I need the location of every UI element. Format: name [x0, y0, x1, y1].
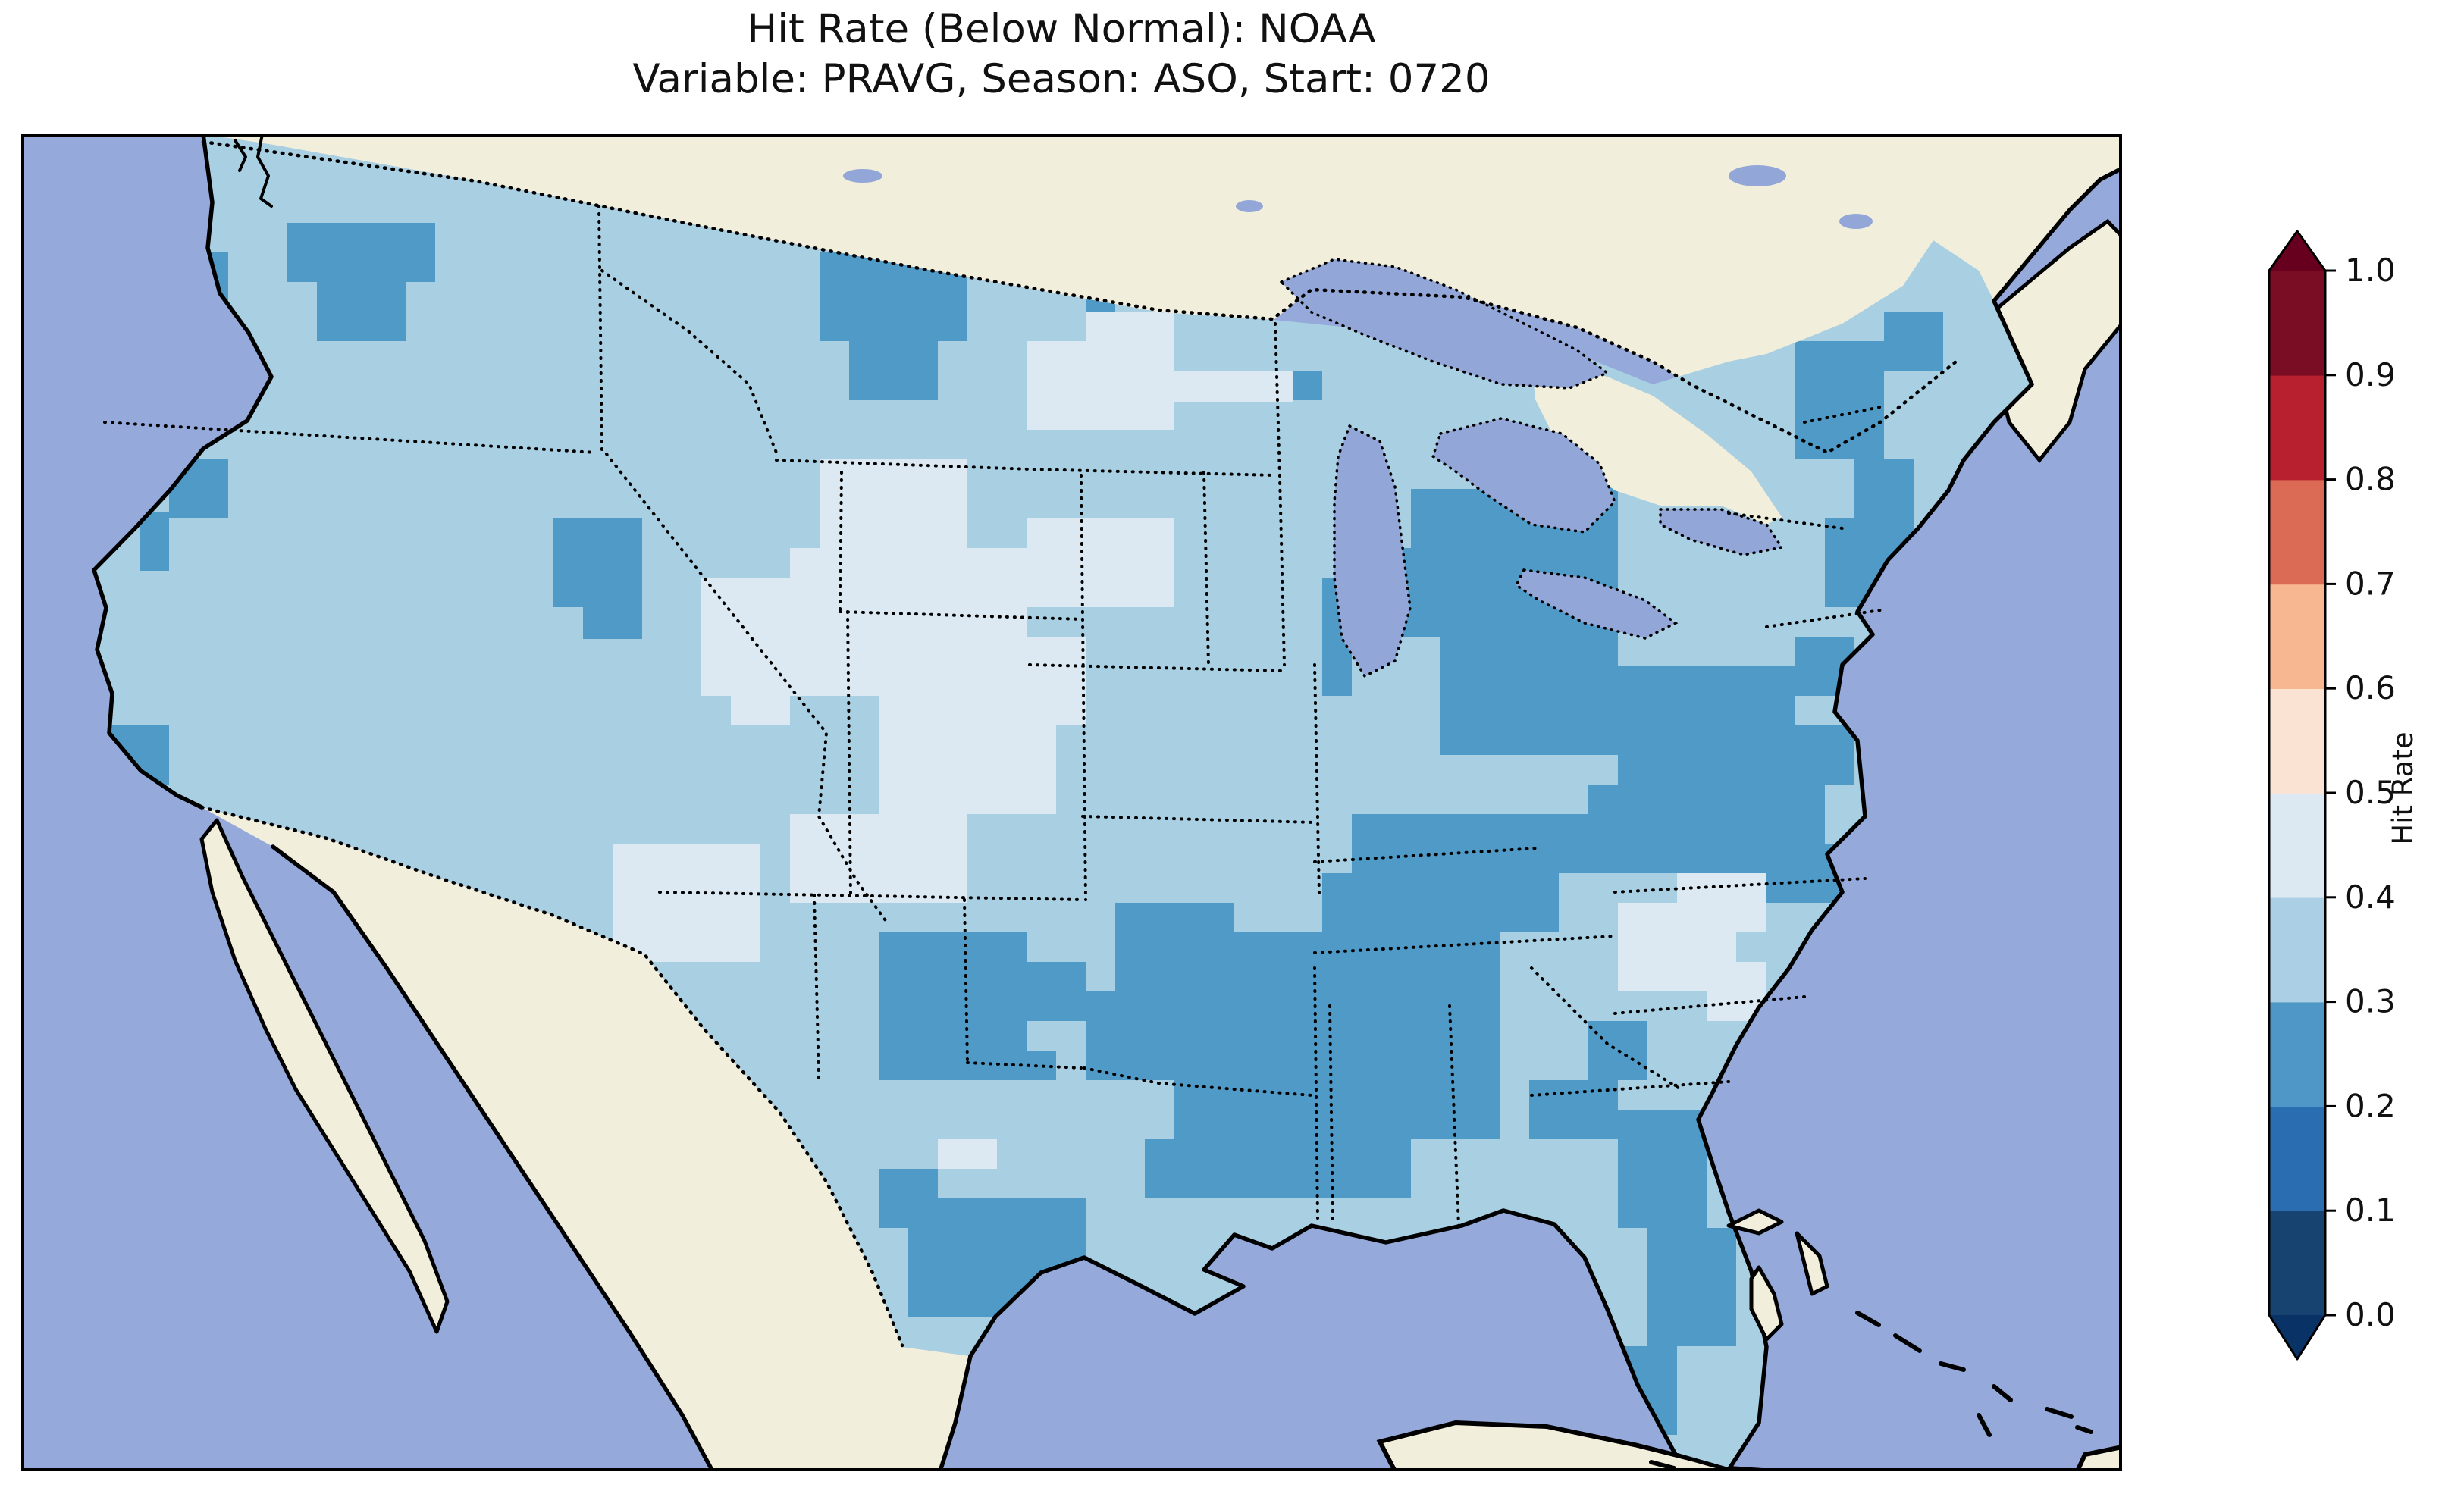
cell-patch-midwest-ohio-valley [1440, 637, 1618, 755]
colorbar-tick-label: 0.8 [2345, 461, 2396, 498]
colorbar-bin-0.2-0.3 [2269, 1001, 2325, 1107]
mexico-coasts [271, 844, 973, 1471]
lake-huron [1431, 417, 1617, 534]
puget-sound-detail [234, 134, 273, 208]
colorbar-bins [2268, 230, 2327, 1361]
cell-patch-montana-dakotas-pale [1086, 312, 1174, 371]
canada-atlantic-coast [1992, 166, 2122, 387]
lake-erie [1514, 568, 1679, 640]
baja-peninsula [199, 818, 450, 1334]
cell-patch-northeast [1854, 459, 1914, 518]
colorbar-tick-label: 0.1 [2345, 1192, 2396, 1229]
chart-title-line1: Hit Rate (Below Normal): NOAA [747, 6, 1376, 52]
lake-michigan [1333, 424, 1412, 678]
cell-patch-rockies-great-basin-pale [790, 814, 967, 903]
colorbar-tick-label: 0.7 [2345, 565, 2396, 602]
cell-patch-idaho-utah [583, 607, 642, 639]
chart-title-line2: Variable: PRAVG, Season: ASO, Start: 072… [632, 56, 1491, 102]
cell-patch-deep-south [1086, 991, 1234, 1080]
cell-patch-florida [1647, 1228, 1736, 1346]
colorbar-arrow-bottom [2269, 1315, 2325, 1359]
cell-patch-pacific-nw-montana [317, 282, 406, 341]
colorbar-tick-label: 0.5 [2345, 774, 2396, 811]
colorbar-bin-0.6-0.7 [2269, 584, 2325, 689]
colorbar-bin-0.8-0.9 [2269, 374, 2325, 481]
mexico-land [202, 807, 970, 1471]
colorbar-bin-0.3-0.4 [2269, 897, 2325, 1003]
colorbar-bin-0.0-0.1 [2269, 1211, 2325, 1316]
cell-patch-northeast [1795, 341, 1884, 459]
map-frame [21, 134, 2122, 1471]
cell-patch-pacific-nw-montana [849, 341, 938, 400]
cell-patch-florida [1529, 1080, 1618, 1139]
cell-patch-rockies-great-basin-pale [967, 637, 1086, 725]
cell-patch-texas [879, 1169, 938, 1228]
colorbar-tick-label: 1.0 [2345, 252, 2396, 289]
cell-patch-florida [1618, 1110, 1707, 1228]
colorbar-tick-label: 0.9 [2345, 356, 2396, 393]
us-hit-rate-map [21, 134, 2122, 1471]
cell-patch-rockies-great-basin-pale [613, 844, 760, 962]
cell-patch-rockies-great-basin-pale [820, 459, 967, 548]
colorbar-tick-label: 0.3 [2345, 983, 2396, 1020]
cell-patch-appalachia-carolinas [1766, 725, 1854, 785]
gulf-atlantic-coast [968, 382, 2034, 1471]
colorbar-tick-label: 0.6 [2345, 669, 2396, 706]
cell-patch-rockies-great-basin-pale [1027, 518, 1174, 607]
colorbar-ticks: 0.0 0.1 0.2 0.3 0.4 0.5 0.6 0.7 0.8 0.9 1.0 [2325, 252, 2396, 1333]
cell-patch-deep-south [1115, 903, 1234, 991]
colorbar-bin-0.7-0.8 [2269, 479, 2325, 585]
cell-patch-idaho-utah [553, 518, 642, 607]
colorbar-axis-label: Hit Rate [2387, 731, 2419, 844]
cell-patch-pacific-nw-montana [287, 223, 435, 282]
cell-patch-deep-south [1204, 1110, 1411, 1198]
cell-patch-montana-dakotas-pale [1174, 371, 1293, 402]
colorbar-tick-label: 0.4 [2345, 879, 2396, 916]
cell-patch-georgia-carolina-pale [1677, 873, 1766, 932]
cell-patch-northeast [1884, 312, 1943, 371]
cell-patch-texas [1027, 962, 1086, 1021]
colorbar-tick-label: 0.2 [2345, 1087, 2396, 1124]
coastlines [92, 134, 2122, 1471]
cell-patch-west-coast-cells [140, 512, 169, 571]
colorbar-arrow-top [2269, 231, 2325, 271]
colorbar: 0.0 0.1 0.2 0.3 0.4 0.5 0.6 0.7 0.8 0.9 1.0 Hit Ra… [2268, 230, 2419, 1361]
colorbar-tick-label: 0.0 [2345, 1296, 2396, 1333]
colorbar-bin-0.1-0.2 [2269, 1106, 2325, 1211]
pacific-coast [92, 134, 274, 810]
colorbar-bin-0.4-0.5 [2269, 793, 2325, 898]
small-lakes [843, 165, 1873, 229]
hispaniola-corner [2074, 1444, 2122, 1471]
cell-patch-deep-south [1234, 932, 1500, 1139]
caribbean-islets [1649, 1311, 2093, 1471]
cell-patch-kentucky-tennessee [1352, 814, 1618, 873]
bahamas-islands [1726, 1208, 1829, 1342]
cell-patch-kentucky-tennessee [1322, 873, 1559, 932]
ontario-wedge [1531, 358, 1782, 525]
colorbar-bin-0.9-1.0 [2269, 271, 2325, 376]
chart-title: Hit Rate (Below Normal): NOAA Variable: … [0, 5, 2123, 105]
state-borders [103, 205, 1882, 1227]
colorbar-bin-0.5-0.6 [2269, 688, 2325, 794]
cell-patch-deep-south [1145, 1139, 1234, 1198]
cell-patch-rockies-great-basin-pale [938, 1139, 997, 1169]
canada-land [203, 134, 2122, 453]
